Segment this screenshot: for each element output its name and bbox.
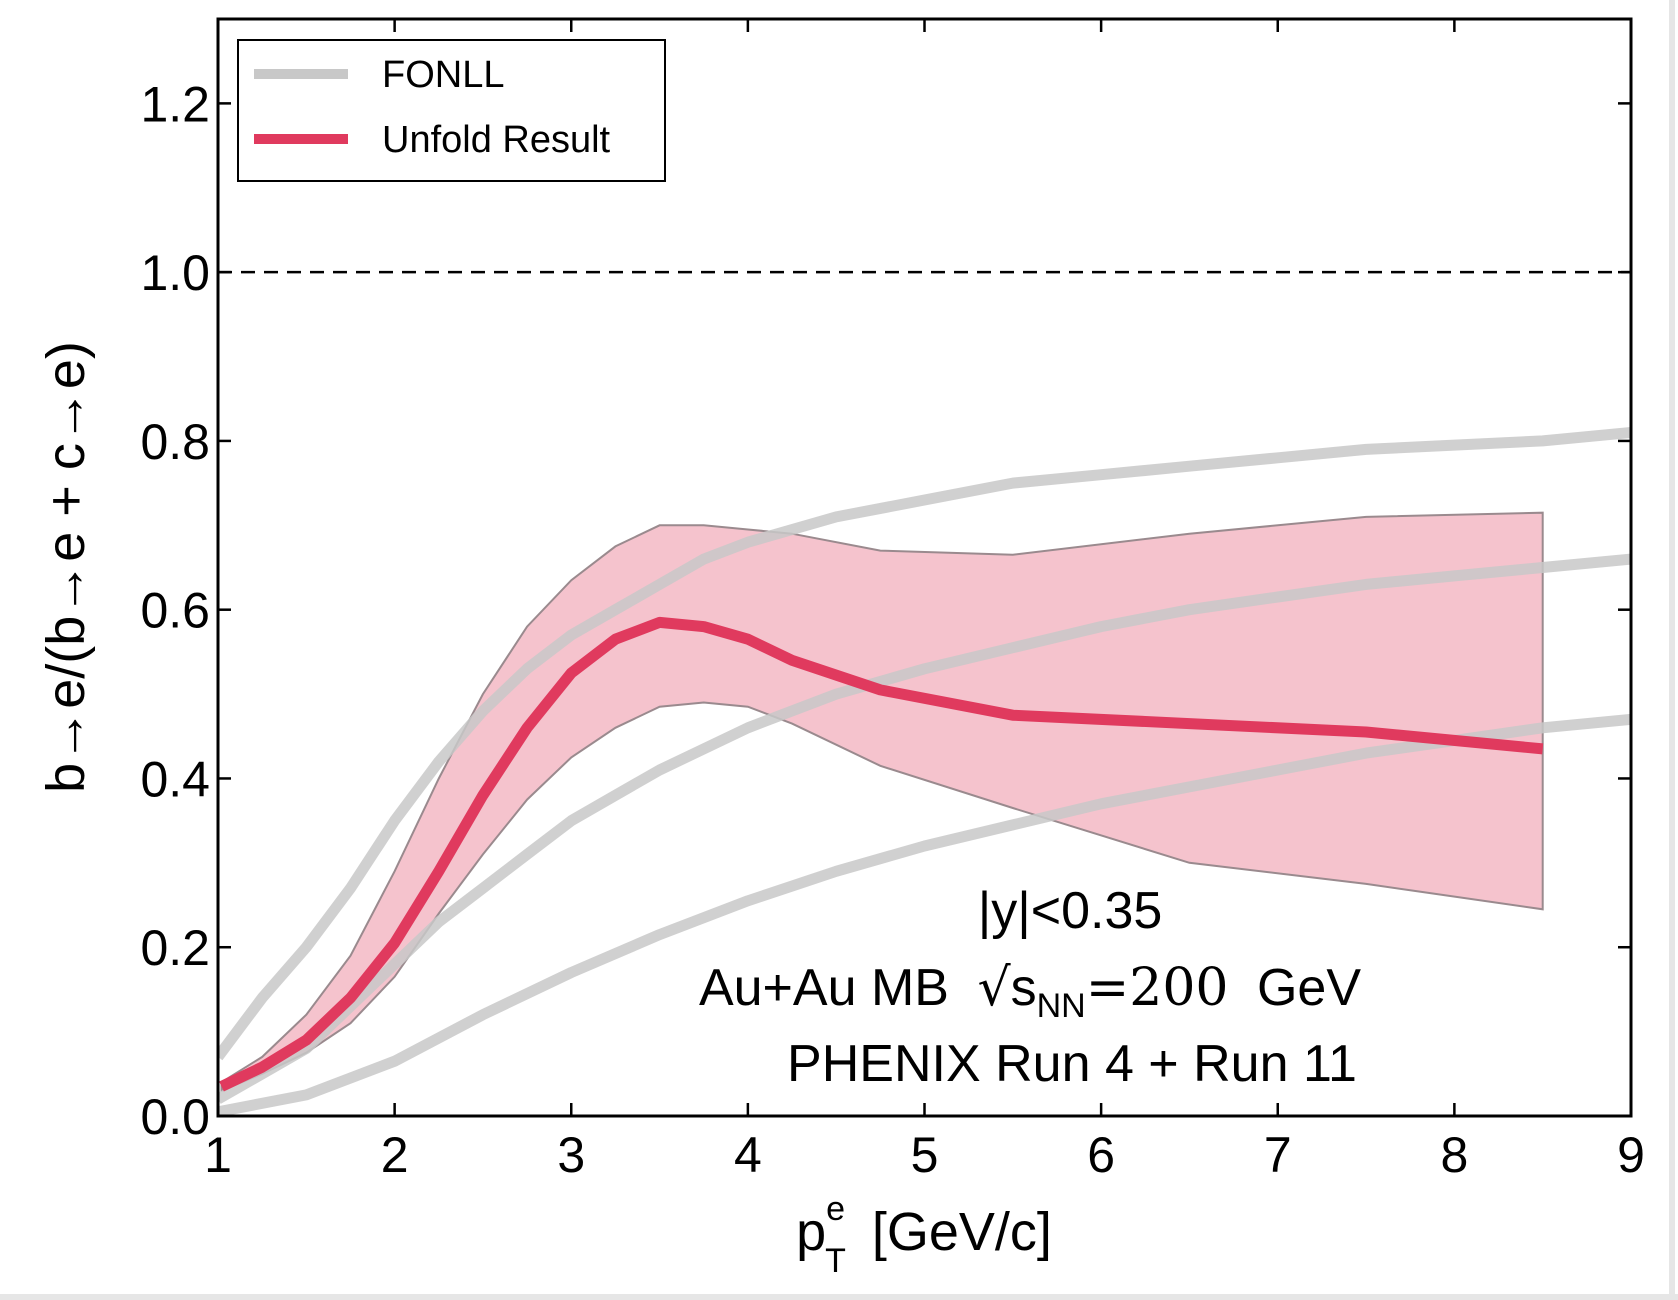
y-tick-label: 0.4 (140, 751, 210, 807)
y-tick-label: 1.2 (140, 76, 210, 132)
x-tick-label: 7 (1264, 1127, 1292, 1183)
x-tick-label: 2 (381, 1127, 409, 1183)
annotation-system: Au+Au MB √sNN=200 GeV (699, 958, 1361, 1025)
fonll-curve-2 (218, 713, 1631, 1116)
y-tick-label: 0.8 (140, 414, 210, 470)
fonll-curve-0 (218, 427, 1631, 1061)
x-axis-title-sup: e (826, 1190, 845, 1228)
x-tick-label: 6 (1087, 1127, 1115, 1183)
axis-tick-labels: 1 2 3 4 5 6 7 8 9 0.0 0.2 0.4 0.6 0.8 1.0 1.2 (140, 76, 1644, 1183)
x-tick-label: 8 (1440, 1127, 1468, 1183)
legend: FONLL Unfold Result (237, 39, 666, 182)
x-tick-label: 5 (911, 1127, 939, 1183)
annotation-experiment: PHENIX Run 4 + Run 11 (787, 1035, 1357, 1093)
annotation-energy: =200 (1086, 958, 1229, 1018)
result-curves (219, 616, 1544, 1092)
x-tick-label: 1 (204, 1127, 232, 1183)
annotation-sqrt-sub: NN (1037, 987, 1086, 1025)
fonll-curve-1 (218, 553, 1631, 1104)
fonll-curves (218, 427, 1631, 1116)
uncertainty-bands (220, 511, 1544, 1093)
annotation-rapidity: |y|<0.35 (978, 882, 1163, 940)
legend-box (237, 39, 666, 182)
y-tick-label: 0.2 (140, 920, 210, 976)
uncertainty-band (220, 511, 1544, 1093)
y-tick-label: 0.6 (140, 583, 210, 639)
x-tick-label: 3 (557, 1127, 585, 1183)
annotation-sqrt-var: s (1011, 959, 1037, 1017)
x-axis-title-sub: T (825, 1242, 846, 1280)
annotation-system-prefix: Au+Au MB (699, 959, 949, 1017)
y-tick-label: 0.0 (140, 1089, 210, 1145)
legend-label-unfold-result: Unfold Result (382, 119, 611, 161)
y-axis-title: b→e/(b→e + c→e) (36, 341, 96, 793)
unfold-result-curve (219, 616, 1544, 1092)
x-axis-title: pe T [GeV/c] (796, 1190, 1052, 1280)
x-axis-title-main: p (796, 1202, 826, 1262)
annotation-energy-unit: GeV (1257, 959, 1361, 1017)
annotations: |y|<0.35 Au+Au MB √sNN=200 GeV PHENIX Ru… (699, 882, 1361, 1093)
legend-label-fonll: FONLL (382, 54, 504, 96)
y-tick-label: 1.0 (140, 245, 210, 301)
x-axis-title-unit: [GeV/c] (872, 1202, 1052, 1262)
axis-ticks (216, 19, 1633, 1118)
x-tick-label: 4 (734, 1127, 762, 1183)
x-tick-label: 9 (1617, 1127, 1645, 1183)
